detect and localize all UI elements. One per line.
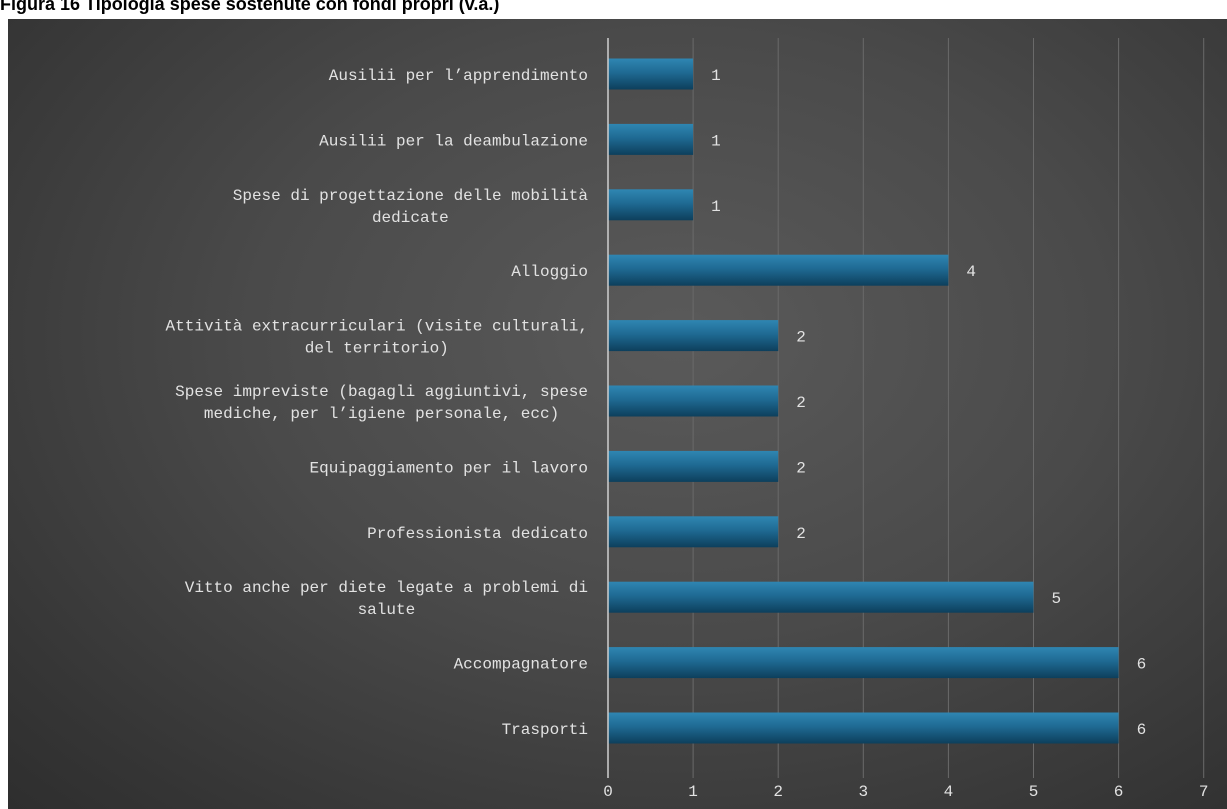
- category-label: Ausilii per l’apprendimento: [329, 67, 588, 85]
- category-label-line: Ausilii per l’apprendimento: [329, 67, 588, 85]
- data-label: 1: [711, 67, 721, 85]
- category-label-line: Attività extracurriculari (visite cultur…: [166, 318, 588, 336]
- data-label: 2: [796, 394, 806, 412]
- category-label: Ausilii per la deambulazione: [319, 132, 588, 150]
- x-tick-label: 5: [1029, 783, 1039, 801]
- data-label: 1: [711, 198, 721, 216]
- category-label-line: Equipaggiamento per il lavoro: [310, 459, 588, 477]
- data-label: 2: [796, 459, 806, 477]
- category-label-line: Accompagnatore: [454, 656, 588, 674]
- bar: [608, 516, 779, 548]
- bar: [608, 385, 779, 417]
- category-label-line: Professionista dedicato: [367, 525, 588, 543]
- bar: [608, 254, 949, 286]
- data-label: 6: [1137, 721, 1147, 739]
- x-tick-label: 0: [603, 783, 613, 801]
- category-label-line: Alloggio: [511, 263, 588, 281]
- category-label-line: Spese impreviste (bagagli aggiuntivi, sp…: [175, 383, 588, 401]
- category-label: Professionista dedicato: [367, 525, 588, 543]
- bar: [608, 581, 1034, 613]
- data-label: 5: [1052, 590, 1062, 608]
- bar: [608, 320, 779, 352]
- data-label: 4: [966, 263, 976, 281]
- x-tick-label: 6: [1114, 783, 1124, 801]
- category-label-line: Ausilii per la deambulazione: [319, 132, 588, 150]
- category-label-line: dedicate: [372, 209, 449, 227]
- category-label: Equipaggiamento per il lavoro: [310, 459, 588, 477]
- category-label: Trasporti: [502, 721, 588, 739]
- bar: [608, 189, 694, 221]
- bar: [608, 450, 779, 482]
- bars: [608, 58, 1119, 744]
- x-tick-label: 1: [688, 783, 698, 801]
- x-tick-label: 3: [858, 783, 868, 801]
- data-label: 2: [796, 329, 806, 347]
- category-label: Accompagnatore: [454, 656, 588, 674]
- category-label-line: Spese di progettazione delle mobilità: [233, 187, 589, 205]
- bar: [608, 58, 694, 90]
- category-label-line: mediche, per l’igiene personale, ecc): [204, 405, 559, 423]
- category-label-line: del territorio): [305, 340, 449, 358]
- category-label: Spese impreviste (bagagli aggiuntivi, sp…: [175, 383, 588, 423]
- x-tick-label: 4: [944, 783, 954, 801]
- category-label-line: Trasporti: [502, 721, 588, 739]
- category-labels: Ausilii per l’apprendimento Ausilii per l…: [166, 67, 589, 739]
- data-label: 2: [796, 525, 806, 543]
- category-label: Alloggio: [511, 263, 588, 281]
- category-label-line: salute: [358, 601, 416, 619]
- bar: [608, 712, 1119, 744]
- data-label: 1: [711, 132, 721, 150]
- bar: [608, 647, 1119, 679]
- data-label: 6: [1137, 656, 1147, 674]
- x-tick-label: 7: [1199, 783, 1209, 801]
- value-labels: 1 1 1 4 2 2 2 2 5 6 6: [711, 67, 1146, 739]
- category-label: Spese di progettazione delle mobilità ded…: [233, 187, 589, 227]
- figure-title: Figura 16 Tipologia spese sostenute con …: [0, 0, 500, 14]
- x-tick-labels: 0 1 2 3 4 5 6 7: [603, 783, 1208, 801]
- bar: [608, 123, 694, 155]
- x-tick-label: 2: [773, 783, 783, 801]
- category-label: Vitto anche per diete legate a problemi …: [185, 579, 588, 619]
- category-label-line: Vitto anche per diete legate a problemi …: [185, 579, 588, 597]
- category-label: Attività extracurriculari (visite cultur…: [166, 318, 588, 358]
